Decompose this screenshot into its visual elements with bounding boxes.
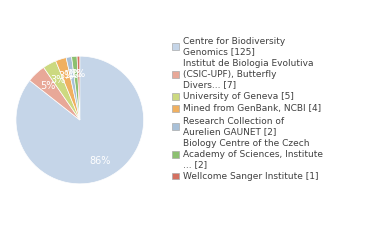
Wedge shape bbox=[30, 67, 80, 120]
Legend: Centre for Biodiversity
Genomics [125], Institut de Biologia Evolutiva
(CSIC-UPF: Centre for Biodiversity Genomics [125], … bbox=[172, 37, 323, 181]
Wedge shape bbox=[66, 57, 80, 120]
Text: 1%: 1% bbox=[68, 69, 84, 79]
Text: 3%: 3% bbox=[50, 75, 66, 84]
Wedge shape bbox=[56, 58, 80, 120]
Text: 86%: 86% bbox=[89, 156, 111, 166]
Wedge shape bbox=[44, 61, 80, 120]
Wedge shape bbox=[71, 56, 80, 120]
Text: 3%: 3% bbox=[59, 71, 74, 81]
Text: 1%: 1% bbox=[64, 70, 79, 80]
Wedge shape bbox=[77, 56, 80, 120]
Text: 1%: 1% bbox=[71, 69, 86, 79]
Text: 5%: 5% bbox=[41, 81, 56, 91]
Wedge shape bbox=[16, 56, 144, 184]
